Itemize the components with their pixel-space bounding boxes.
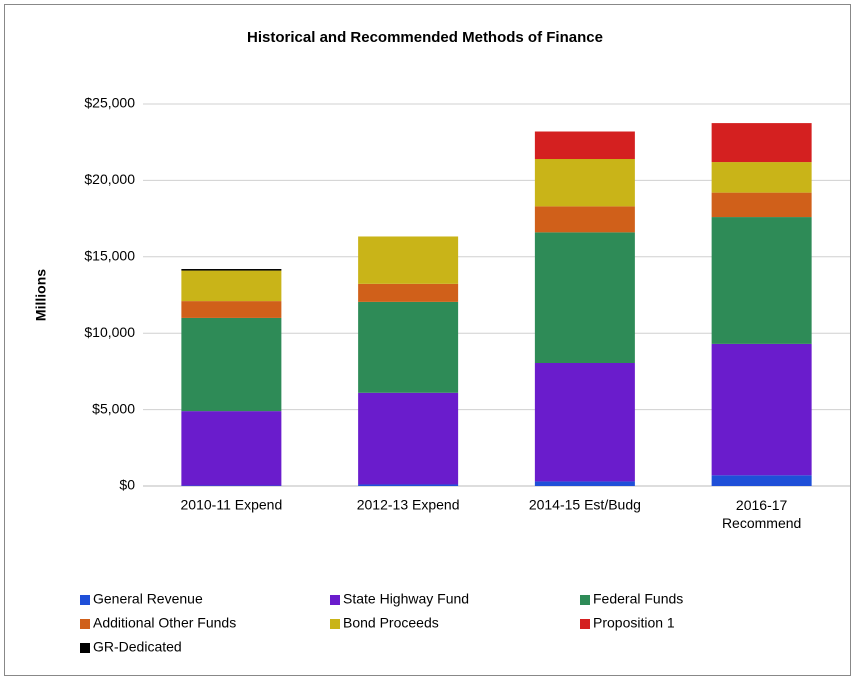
legend-label: Bond Proceeds — [343, 615, 439, 631]
y-tick-label: $5,000 — [92, 400, 135, 416]
legend-swatch — [580, 595, 590, 605]
bar-segment — [712, 162, 812, 193]
bar-segment — [181, 269, 281, 271]
bar-segment — [535, 206, 635, 232]
x-tick-label: 2010-11 Expend — [181, 497, 283, 513]
legend-swatch — [80, 595, 90, 605]
bar-segment — [358, 236, 458, 283]
bar-segment — [712, 475, 812, 486]
legend-swatch — [330, 619, 340, 629]
y-tick-label: $25,000 — [84, 95, 135, 111]
bar-segment — [358, 284, 458, 302]
y-tick-label: $20,000 — [84, 171, 135, 187]
x-tick-label-line: Recommend — [722, 515, 801, 531]
bar-segment — [358, 302, 458, 393]
bar-segment — [712, 344, 812, 475]
bar-segment — [535, 232, 635, 363]
bar-segment — [712, 123, 812, 162]
bar-segment — [535, 363, 635, 481]
legend-label: Federal Funds — [593, 591, 683, 607]
legend-swatch — [80, 643, 90, 653]
bar-segment — [181, 271, 281, 302]
y-tick-label: $10,000 — [84, 324, 135, 340]
legend-label: State Highway Fund — [343, 591, 469, 607]
bar-segment — [535, 132, 635, 160]
y-tick-label: $0 — [119, 477, 135, 493]
bar-segment — [535, 481, 635, 486]
legend-label: Proposition 1 — [593, 615, 675, 631]
chart-title: Historical and Recommended Methods of Fi… — [247, 29, 603, 46]
bar-segment — [181, 301, 281, 318]
bar-segment — [181, 411, 281, 485]
y-axis-title: Millions — [33, 269, 49, 321]
legend-swatch — [330, 595, 340, 605]
bar-segment — [712, 217, 812, 344]
bar-segment — [181, 318, 281, 411]
bar-segment — [712, 193, 812, 217]
legend-label: General Revenue — [93, 591, 203, 607]
bar-segment — [535, 159, 635, 206]
y-tick-label: $15,000 — [84, 248, 135, 264]
bar-segment — [358, 484, 458, 486]
legend-swatch — [80, 619, 90, 629]
legend-label: Additional Other Funds — [93, 615, 236, 631]
x-tick-label: 2014-15 Est/Budg — [529, 497, 641, 513]
bar-segment — [358, 393, 458, 485]
x-tick-label: 2012-13 Expend — [357, 497, 460, 513]
legend-label: GR-Dedicated — [93, 639, 182, 655]
x-tick-label-line: 2016-17 — [736, 497, 788, 513]
legend-swatch — [580, 619, 590, 629]
